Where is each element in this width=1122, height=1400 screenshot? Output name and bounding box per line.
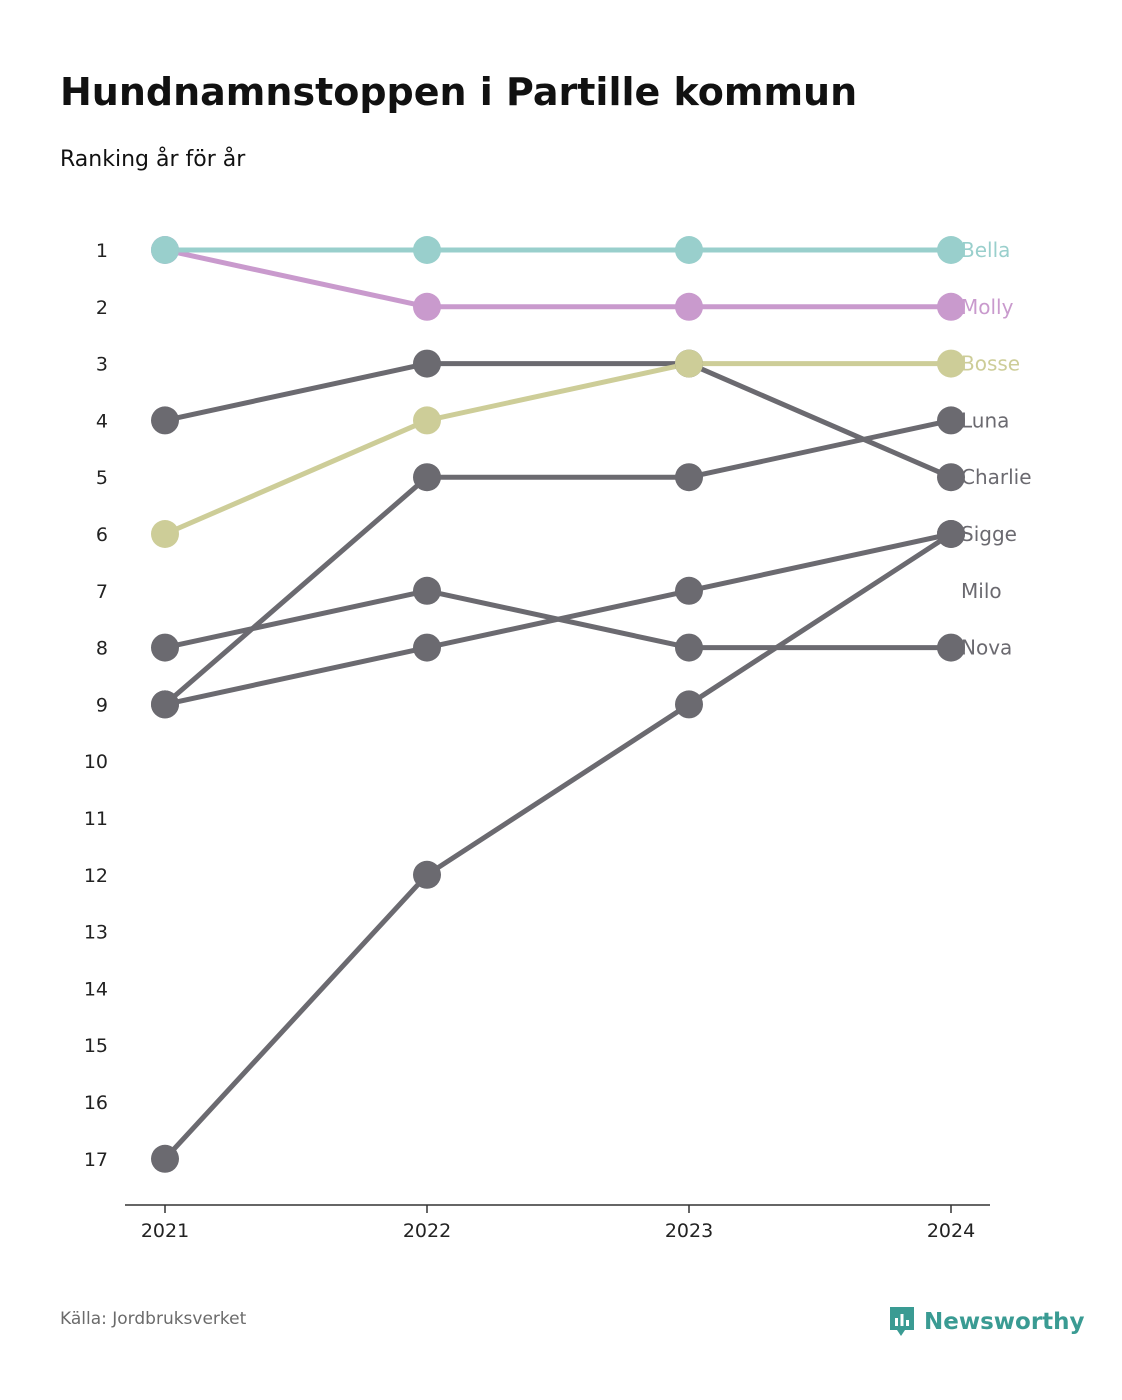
data-point-molly xyxy=(675,292,703,321)
x-tick-label: 2024 xyxy=(927,1220,975,1242)
y-tick-label: 7 xyxy=(96,581,108,603)
data-point-luna xyxy=(151,690,179,719)
end-label-sigge: Sigge xyxy=(961,522,1017,546)
y-tick-label: 11 xyxy=(84,808,108,830)
end-label-bosse: Bosse xyxy=(961,352,1020,376)
series-line-molly xyxy=(162,247,954,310)
end-label-charlie: Charlie xyxy=(961,465,1032,489)
y-tick-label: 1 xyxy=(96,240,108,262)
newsworthy-logo-icon xyxy=(890,1307,914,1336)
y-tick-label: 16 xyxy=(84,1092,108,1114)
data-point-bella xyxy=(151,236,179,264)
y-tick-label: 2 xyxy=(96,297,108,319)
y-tick-label: 6 xyxy=(96,524,108,546)
data-point-sigge xyxy=(413,633,441,662)
y-tick-label: 14 xyxy=(84,978,108,1000)
data-point-nova xyxy=(675,633,703,662)
end-label-luna: Luna xyxy=(961,408,1009,432)
y-tick-label: 17 xyxy=(84,1149,108,1171)
data-point-bosse xyxy=(675,349,703,378)
newsworthy-logo-text: Newsworthy xyxy=(924,1309,1085,1335)
newsworthy-logo: Newsworthy xyxy=(888,1305,1085,1339)
data-point-luna xyxy=(937,406,965,435)
data-point-sigge xyxy=(937,520,965,548)
chart-title: Hundnamnstoppen i Partille kommun xyxy=(60,70,858,114)
y-tick-label: 10 xyxy=(84,751,108,773)
data-point-charlie xyxy=(151,406,179,435)
series-line-sigge xyxy=(162,531,954,707)
source-note: Källa: Jordbruksverket xyxy=(60,1309,247,1329)
x-tick-label: 2021 xyxy=(141,1220,189,1242)
y-tick-label: 3 xyxy=(96,354,108,376)
x-tick-label: 2022 xyxy=(403,1220,451,1242)
series-line-milo xyxy=(162,531,954,1162)
x-axis-ticks: 2021 2022 2023 2024 xyxy=(141,1205,975,1242)
data-point-luna xyxy=(413,463,441,492)
data-point-molly xyxy=(413,292,441,321)
y-tick-label: 5 xyxy=(96,467,108,489)
data-point-bosse xyxy=(937,349,965,378)
y-tick-label: 13 xyxy=(84,922,108,944)
data-point-bella xyxy=(937,236,965,264)
data-point-milo xyxy=(675,690,703,719)
data-point-sigge xyxy=(675,576,703,605)
data-point-molly xyxy=(937,292,965,321)
data-point-nova xyxy=(937,633,965,662)
series-lines xyxy=(162,247,954,1162)
data-point-bella xyxy=(675,236,703,264)
data-point-charlie xyxy=(937,463,965,492)
end-label-bella: Bella xyxy=(961,238,1010,262)
data-point-nova xyxy=(151,633,179,662)
y-tick-label: 4 xyxy=(96,410,108,432)
chart-subtitle: Ranking år för år xyxy=(60,147,246,172)
data-point-charlie xyxy=(413,349,441,378)
data-point-bosse xyxy=(413,406,441,435)
data-point-milo xyxy=(413,860,441,889)
data-point-luna xyxy=(675,463,703,492)
y-tick-label: 9 xyxy=(96,694,108,716)
y-tick-label: 12 xyxy=(84,865,108,887)
x-tick-label: 2023 xyxy=(665,1220,713,1242)
y-tick-label: 8 xyxy=(96,638,108,660)
data-point-nova xyxy=(413,576,441,605)
data-point-milo xyxy=(151,1144,179,1173)
end-label-nova: Nova xyxy=(961,636,1012,660)
end-labels: Bella Molly Bosse Luna Charlie Sigge Milo Nova xyxy=(961,238,1032,660)
data-point-bella xyxy=(413,236,441,264)
series-points xyxy=(151,236,965,1173)
y-tick-label: 15 xyxy=(84,1035,108,1057)
end-label-milo: Milo xyxy=(961,579,1002,603)
series-line-charlie xyxy=(162,361,954,480)
series-line-luna xyxy=(162,417,954,707)
end-label-molly: Molly xyxy=(961,295,1014,319)
data-point-bosse xyxy=(151,520,179,548)
series-line-bosse xyxy=(162,361,954,537)
